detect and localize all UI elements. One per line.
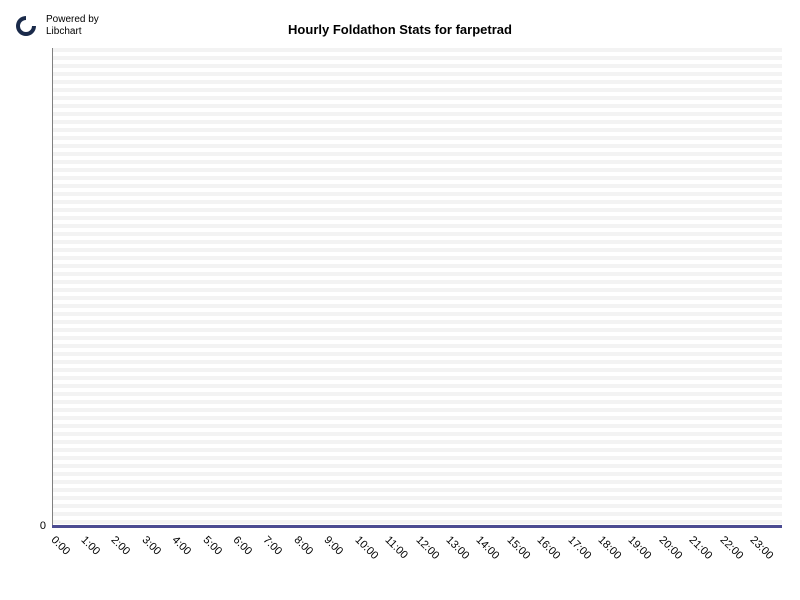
y-tick-label: 0 xyxy=(24,520,46,532)
x-tick-label: 16:00 xyxy=(535,534,563,562)
x-tick-label: 21:00 xyxy=(687,534,715,562)
x-tick-label: 12:00 xyxy=(413,534,441,562)
x-tick-label: 5:00 xyxy=(200,534,224,558)
x-tick-label: 11:00 xyxy=(383,534,410,561)
x-tick-label: 4:00 xyxy=(170,534,194,558)
x-tick-label: 2:00 xyxy=(109,534,133,558)
x-tick-label: 1:00 xyxy=(78,534,102,558)
x-tick-label: 8:00 xyxy=(291,534,315,558)
x-tick-label: 10:00 xyxy=(352,534,380,562)
x-tick-label: 13:00 xyxy=(443,534,471,562)
x-tick-label: 9:00 xyxy=(322,534,346,558)
x-tick-label: 17:00 xyxy=(565,534,593,562)
x-tick-label: 14:00 xyxy=(474,534,502,562)
x-tick-label: 3:00 xyxy=(139,534,163,558)
x-tick-label: 18:00 xyxy=(596,534,624,562)
x-tick-label: 7:00 xyxy=(261,534,285,558)
chart-title: Hourly Foldathon Stats for farpetrad xyxy=(0,22,800,37)
chart-container: Powered by Libchart Hourly Foldathon Sta… xyxy=(0,0,800,600)
x-tick-label: 19:00 xyxy=(626,534,654,562)
plot-axes xyxy=(52,48,782,528)
x-tick-label: 23:00 xyxy=(748,534,776,562)
x-axis-labels: 0:001:002:003:004:005:006:007:008:009:00… xyxy=(52,534,782,594)
baseline-bar xyxy=(52,525,782,528)
x-tick-label: 6:00 xyxy=(231,534,255,558)
plot-area xyxy=(52,48,782,528)
x-tick-label: 15:00 xyxy=(504,534,532,562)
x-tick-label: 22:00 xyxy=(717,534,745,562)
x-tick-label: 20:00 xyxy=(656,534,684,562)
x-tick-label: 0:00 xyxy=(48,534,72,558)
